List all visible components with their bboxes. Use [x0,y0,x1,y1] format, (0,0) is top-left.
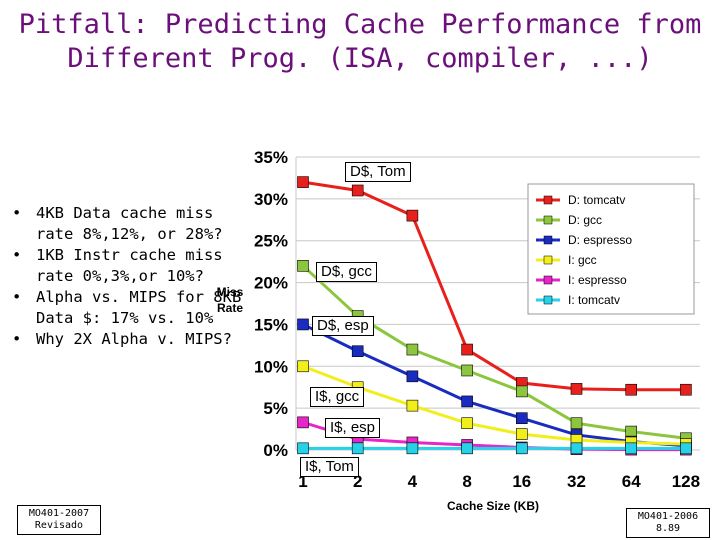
series-line [302,180,686,392]
callout-d-tom: D$, Tom [345,162,411,182]
data-point [680,442,692,455]
footer-right-page: 8.89 [655,523,681,534]
data-point [297,176,309,188]
data-point [461,395,473,408]
data-point [515,442,528,455]
chart-legend: D: tomcatv D: gcc D: espresso I: gcc I: espr… [527,183,695,315]
bullet-list: 4KB Data cache miss rate 8%,12%, or 28%?… [10,203,245,350]
data-point [297,318,309,331]
legend-entry: D: gcc [568,213,602,227]
data-point [625,442,638,455]
series-line [302,323,687,448]
data-point [515,428,528,440]
legend-entry: I: gcc [568,253,597,267]
callout-d-gcc: D$, gcc [316,262,377,282]
legend-entry: D: tomcatv [568,193,625,207]
data-point [680,383,692,396]
legend-entry: I: espresso [568,273,627,287]
slide-title: Pitfall: Predicting Cache Performance fr… [0,8,720,76]
legend-swatch-marker [543,235,553,245]
footer-right-course: MO401-2006 [637,511,699,522]
data-point [570,442,583,455]
callout-d-esp: D$, esp [312,316,374,336]
bullet-item: 1KB Instr cache miss rate 0%,3%,or 10%? [10,245,245,287]
data-point [406,343,419,356]
legend-entry: D: espresso [568,233,632,247]
data-point [406,370,419,383]
legend-box [527,183,695,315]
data-point [406,399,419,412]
x-tick-label: 8 [462,472,471,491]
legend-swatch-marker [543,215,553,225]
data-point [625,425,638,438]
y-tick-label: 5% [263,399,288,418]
y-tick-label: 15% [254,315,288,334]
slide-title-line-1: Pitfall: Predicting Cache Performance fr… [18,9,702,40]
data-point [461,364,473,377]
x-tick-label: 128 [672,472,700,491]
series-line [302,364,686,446]
slide-title-line-2: Different Prog. (ISA, compiler, ...) [67,43,653,74]
x-axis-label: Cache Size (KB) [447,499,539,513]
y-tick-label: 25% [254,232,288,251]
callout-i-tom: I$, Tom [300,457,359,477]
legend-swatch-marker [543,275,553,285]
y-tick-label: 10% [254,357,288,376]
data-point [297,260,309,272]
bullet-item: 4KB Data cache miss rate 8%,12%, or 28%? [10,203,245,245]
footer-left-note: Revisado [34,520,84,531]
y-tick-label: 30% [254,190,288,209]
y-tick-label: 0% [263,441,288,460]
data-point [461,417,473,430]
x-tick-label: 32 [567,472,586,491]
footer-left-course: MO401-2007 [28,508,90,519]
x-tick-label: 1 [298,472,307,491]
y-tick-label: 35% [254,148,288,167]
data-point [570,417,583,430]
x-tick-label: 2 [353,472,362,491]
bullet-item: Why 2X Alpha v. MIPS? [10,329,245,350]
legend-swatch-marker [543,295,553,305]
data-point [406,209,419,222]
legend-swatch-marker [543,195,553,205]
footer-right-box: MO401-2006 8.89 [626,508,710,538]
data-point [625,383,638,396]
x-tick-label: 4 [408,472,418,491]
legend-swatch-marker [543,255,553,265]
data-point [515,412,528,424]
x-tick-label: 16 [512,472,531,491]
data-point [515,385,528,398]
data-point [351,442,364,455]
data-point [297,416,309,429]
plot-ticks: 0% 5% 10% 15% 20% 25% 30% 35% 1 2 4 8 16 32 64 128 [254,148,700,491]
data-point [297,360,309,373]
data-point [570,383,583,395]
data-point [297,442,309,455]
callout-i-gcc: I$, gcc [310,387,365,407]
data-point [461,343,473,356]
footer-left-box: MO401-2007 Revisado [17,505,101,535]
data-point [351,345,364,358]
data-point [406,442,419,455]
data-point [351,184,364,197]
y-tick-label: 20% [254,274,288,293]
legend-entry: I: tomcatv [568,293,620,307]
x-tick-label: 64 [622,472,641,491]
bullet-item: Alpha vs. MIPS for 8KB Data $: 17% vs. 1… [10,287,245,329]
callout-i-esp: I$, esp [325,418,381,438]
data-point [461,442,473,455]
